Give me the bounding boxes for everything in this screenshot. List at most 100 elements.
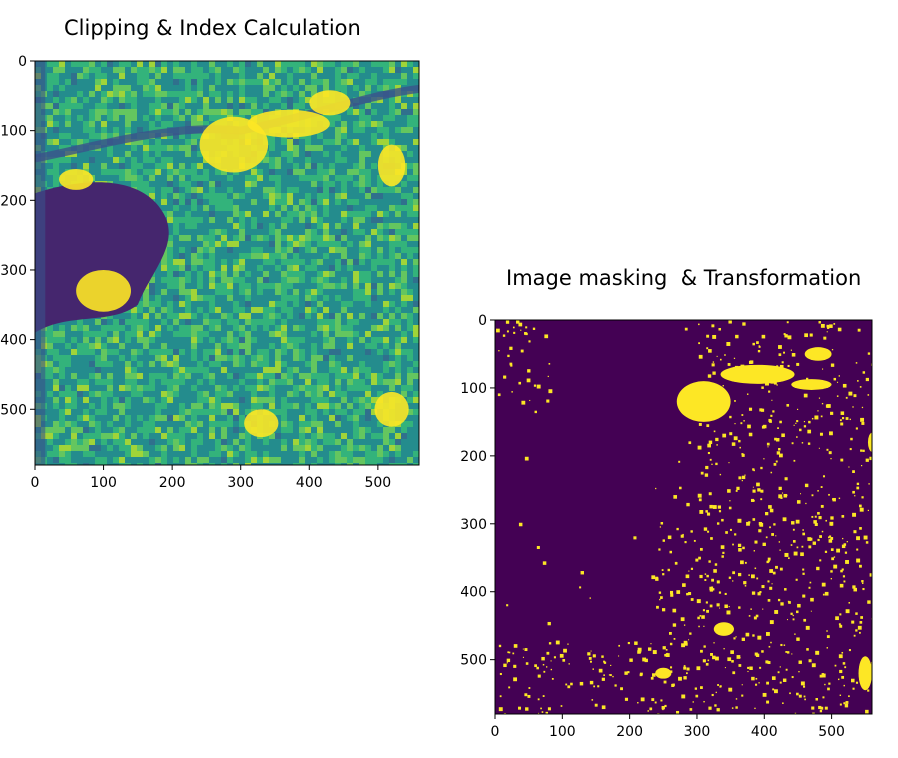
raster-cell	[227, 193, 233, 199]
raster-cell	[365, 283, 371, 289]
raster-cell	[137, 403, 143, 409]
raster-cell	[407, 205, 413, 211]
raster-cell	[371, 127, 377, 133]
raster-cell	[407, 409, 413, 415]
raster-cell	[323, 181, 329, 187]
raster-cell	[149, 445, 155, 451]
raster-cell	[59, 139, 65, 145]
raster-cell	[407, 403, 413, 409]
raster-cell	[275, 271, 281, 277]
raster-cell	[305, 301, 311, 307]
mask-speckle	[804, 483, 809, 488]
raster-cell	[245, 109, 251, 115]
raster-cell	[95, 319, 101, 325]
raster-cell	[47, 445, 53, 451]
raster-cell	[209, 277, 215, 283]
raster-cell	[101, 379, 107, 385]
raster-cell	[359, 121, 365, 127]
raster-cell	[191, 289, 197, 295]
raster-cell	[239, 61, 245, 67]
raster-cell	[413, 385, 419, 391]
raster-cell	[353, 445, 359, 451]
raster-cell	[347, 325, 353, 331]
raster-cell	[89, 103, 95, 109]
raster-cell	[401, 337, 407, 343]
raster-cell	[203, 439, 209, 445]
raster-cell	[383, 133, 389, 139]
raster-cell	[305, 157, 311, 163]
raster-cell	[407, 391, 413, 397]
raster-cell	[233, 403, 239, 409]
mask-speckle	[788, 601, 791, 604]
raster-cell	[341, 283, 347, 289]
raster-cell	[275, 277, 281, 283]
raster-cell	[317, 421, 323, 427]
raster-cell	[377, 457, 383, 463]
raster-cell	[119, 349, 125, 355]
raster-cell	[353, 61, 359, 67]
raster-cell	[101, 355, 107, 361]
raster-cell	[353, 259, 359, 265]
raster-cell	[233, 307, 239, 313]
raster-cell	[305, 175, 311, 181]
raster-cell	[413, 61, 419, 67]
raster-cell	[257, 181, 263, 187]
raster-cell	[299, 199, 305, 205]
raster-cell	[155, 409, 161, 415]
raster-cell	[173, 277, 179, 283]
raster-cell	[191, 235, 197, 241]
bright-patch	[199, 116, 269, 173]
raster-cell	[215, 337, 221, 343]
raster-cell	[317, 289, 323, 295]
raster-cell	[155, 97, 161, 103]
raster-cell	[245, 349, 251, 355]
raster-cell	[383, 277, 389, 283]
raster-cell	[149, 145, 155, 151]
raster-cell	[347, 427, 353, 433]
raster-cell	[137, 439, 143, 445]
raster-cell	[389, 439, 395, 445]
raster-cell	[389, 331, 395, 337]
raster-cell	[311, 313, 317, 319]
raster-cell	[239, 265, 245, 271]
raster-cell	[395, 355, 401, 361]
raster-cell	[335, 451, 341, 457]
raster-cell	[299, 145, 305, 151]
raster-cell	[131, 343, 137, 349]
raster-cell	[305, 97, 311, 103]
raster-cell	[413, 451, 419, 457]
raster-cell	[191, 367, 197, 373]
raster-cell	[305, 445, 311, 451]
raster-cell	[281, 301, 287, 307]
raster-cell	[191, 403, 197, 409]
raster-cell	[101, 337, 107, 343]
raster-cell	[155, 181, 161, 187]
raster-cell	[137, 187, 143, 193]
raster-cell	[269, 385, 275, 391]
raster-cell	[191, 103, 197, 109]
raster-cell	[299, 247, 305, 253]
raster-cell	[59, 127, 65, 133]
raster-cell	[389, 241, 395, 247]
raster-cell	[401, 307, 407, 313]
raster-cell	[179, 361, 185, 367]
raster-cell	[185, 91, 191, 97]
raster-cell	[269, 103, 275, 109]
raster-cell	[107, 457, 113, 463]
raster-cell	[323, 151, 329, 157]
raster-cell	[71, 367, 77, 373]
raster-cell	[287, 85, 293, 91]
raster-cell	[173, 307, 179, 313]
raster-cell	[209, 433, 215, 439]
raster-cell	[377, 337, 383, 343]
raster-cell	[197, 235, 203, 241]
raster-cell	[119, 355, 125, 361]
raster-cell	[269, 241, 275, 247]
raster-cell	[287, 457, 293, 463]
raster-cell	[299, 385, 305, 391]
raster-cell	[263, 193, 269, 199]
mask-speckle	[637, 701, 639, 704]
raster-cell	[317, 433, 323, 439]
mask-speckle	[861, 421, 865, 425]
raster-cell	[359, 349, 365, 355]
